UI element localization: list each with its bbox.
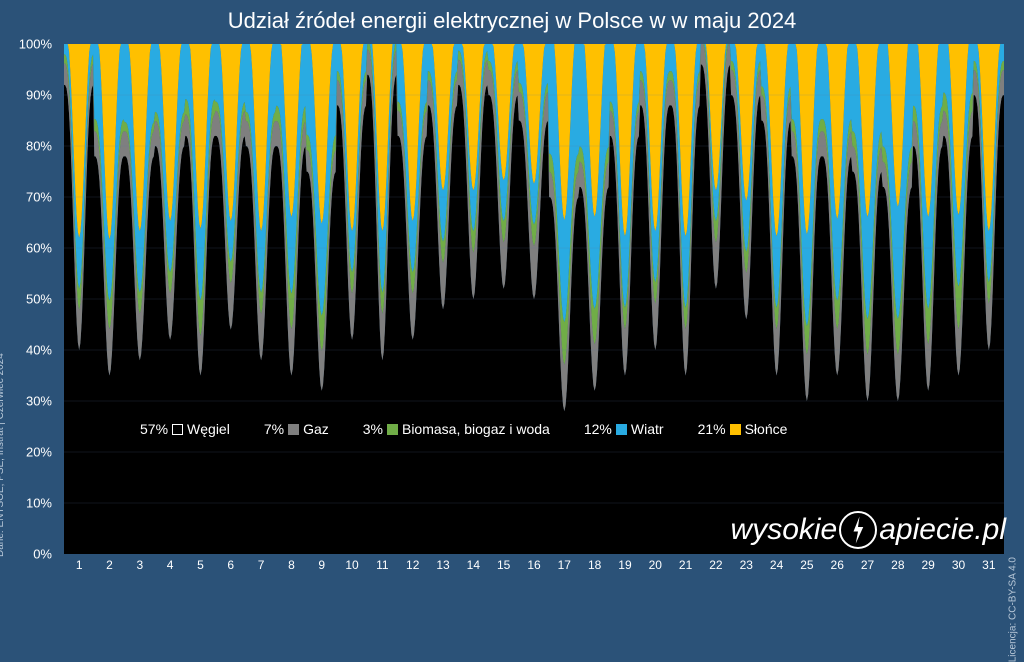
- x-tick-label: 17: [558, 558, 571, 572]
- x-tick-label: 21: [679, 558, 692, 572]
- x-tick-label: 13: [436, 558, 449, 572]
- x-tick-label: 14: [467, 558, 480, 572]
- chart-plot: [64, 44, 1004, 554]
- x-tick-label: 20: [649, 558, 662, 572]
- x-tick-label: 15: [497, 558, 510, 572]
- x-tick-label: 10: [345, 558, 358, 572]
- legend-label: Wiatr: [631, 421, 664, 437]
- legend-pct: 12%: [584, 421, 612, 437]
- x-tick-label: 29: [922, 558, 935, 572]
- legend-gas: 7% Gaz: [264, 421, 329, 437]
- y-tick-label: 20%: [26, 445, 52, 460]
- y-tick-label: 30%: [26, 394, 52, 409]
- x-tick-label: 5: [197, 558, 204, 572]
- x-tick-label: 9: [318, 558, 325, 572]
- legend-label: Słońce: [745, 421, 788, 437]
- x-tick-label: 26: [831, 558, 844, 572]
- legend-swatch: [387, 424, 398, 435]
- x-tick-label: 3: [136, 558, 143, 572]
- stacked-area-chart: [64, 44, 1004, 554]
- x-tick-label: 19: [618, 558, 631, 572]
- y-tick-label: 60%: [26, 241, 52, 256]
- x-tick-label: 8: [288, 558, 295, 572]
- x-tick-label: 6: [227, 558, 234, 572]
- logo-text-left: wysokie: [731, 513, 838, 547]
- y-tick-label: 10%: [26, 496, 52, 511]
- x-tick-label: 24: [770, 558, 783, 572]
- y-tick-label: 70%: [26, 190, 52, 205]
- x-tick-label: 7: [258, 558, 265, 572]
- x-axis: 1234567891011121314151617181920212223242…: [64, 558, 1004, 578]
- legend-label: Węgiel: [187, 421, 230, 437]
- legend-pct: 3%: [363, 421, 383, 437]
- legend-coal: 57% Węgiel: [140, 421, 230, 437]
- legend-solar: 21% Słońce: [698, 421, 788, 437]
- legend-swatch: [288, 424, 299, 435]
- logo-text-right: apiecie.pl: [879, 513, 1006, 547]
- legend-wind: 12% Wiatr: [584, 421, 664, 437]
- y-axis: 0%10%20%30%40%50%60%70%80%90%100%: [0, 44, 58, 554]
- x-tick-label: 30: [952, 558, 965, 572]
- y-tick-label: 80%: [26, 139, 52, 154]
- y-tick-label: 90%: [26, 88, 52, 103]
- x-tick-label: 23: [740, 558, 753, 572]
- legend-pct: 57%: [140, 421, 168, 437]
- legend-label: Biomasa, biogaz i woda: [402, 421, 550, 437]
- y-tick-label: 50%: [26, 292, 52, 307]
- site-logo: wysokie apiecie.pl: [731, 511, 1006, 549]
- y-tick-label: 100%: [19, 37, 52, 52]
- legend-bio: 3% Biomasa, biogaz i woda: [363, 421, 550, 437]
- x-tick-label: 1: [76, 558, 83, 572]
- page-title: Udział źródeł energii elektrycznej w Pol…: [0, 8, 1024, 34]
- x-tick-label: 4: [167, 558, 174, 572]
- legend-pct: 21%: [698, 421, 726, 437]
- legend-swatch: [616, 424, 627, 435]
- x-tick-label: 27: [861, 558, 874, 572]
- x-tick-label: 12: [406, 558, 419, 572]
- x-tick-label: 31: [982, 558, 995, 572]
- x-tick-label: 25: [800, 558, 813, 572]
- x-tick-label: 28: [891, 558, 904, 572]
- bolt-icon: [839, 511, 877, 549]
- license-note: Licencja: CC-BY-SA 4.0: [1007, 557, 1018, 662]
- legend-pct: 7%: [264, 421, 284, 437]
- legend-swatch: [730, 424, 741, 435]
- y-tick-label: 40%: [26, 343, 52, 358]
- x-tick-label: 22: [709, 558, 722, 572]
- legend-swatch: [172, 424, 183, 435]
- x-tick-label: 18: [588, 558, 601, 572]
- x-tick-label: 16: [527, 558, 540, 572]
- x-tick-label: 11: [376, 558, 388, 572]
- legend-label: Gaz: [303, 421, 329, 437]
- y-tick-label: 0%: [33, 547, 52, 562]
- data-source-note: Dane: ENTSOE, PSE, Instrat | Czerwiec 20…: [0, 353, 6, 557]
- legend: 57% Węgiel 7% Gaz 3% Biomasa, biogaz i w…: [140, 421, 920, 437]
- x-tick-label: 2: [106, 558, 113, 572]
